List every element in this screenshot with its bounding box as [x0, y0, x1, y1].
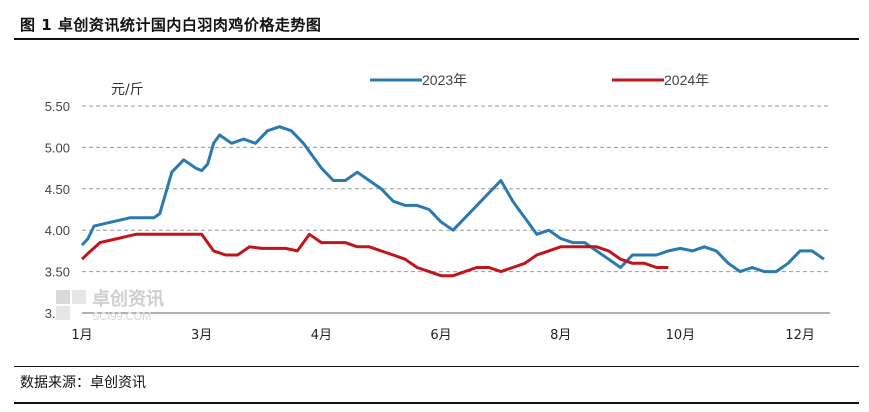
- series-line-1: [80, 125, 825, 274]
- x-tick-label: 8月: [550, 328, 571, 343]
- y-tick-label: 4.00: [45, 223, 70, 238]
- y-tick-label: 5.50: [45, 99, 70, 114]
- chart-header: 图 1 卓创资讯统计国内白羽肉鸡价格走势图: [14, 6, 859, 38]
- top-rule: [14, 38, 859, 40]
- x-tick-label: 10月: [666, 328, 696, 343]
- y-tick-label: 4.50: [45, 182, 70, 197]
- watermark-logo-icon: [56, 290, 70, 304]
- watermark-name: 卓创资讯: [92, 288, 164, 310]
- bottom-rule: [14, 366, 859, 367]
- x-tick-label: 4月: [311, 328, 332, 343]
- x-tick-label: 1月: [71, 328, 92, 343]
- x-tick-label: 12月: [785, 328, 815, 343]
- x-axis: 1月 3月 4月 6月 8月 10月 12月: [71, 312, 830, 343]
- watermark-logo-icon-3: [56, 306, 70, 320]
- series-lines: [80, 125, 825, 278]
- watermark: 卓创资讯 SCI99.COM: [56, 288, 164, 323]
- foot-rule: [14, 402, 859, 404]
- x-tick-label: 6月: [430, 328, 451, 343]
- grid-lines: [82, 105, 830, 273]
- y-axis-ticks: 5.505.004.504.003.503.00: [45, 99, 70, 321]
- watermark-domain: SCI99.COM: [92, 311, 151, 323]
- data-source: 数据来源：卓创资讯: [20, 375, 146, 391]
- y-tick-label: 5.00: [45, 140, 70, 155]
- figure-title: 图 1 卓创资讯统计国内白羽肉鸡价格走势图: [20, 16, 322, 34]
- legend-label-1: 2023年: [422, 72, 467, 88]
- x-tick-label: 3月: [191, 328, 212, 343]
- series-line-2: [80, 232, 669, 278]
- y-tick-label: 3.50: [45, 265, 70, 280]
- legend-label-2: 2024年: [664, 72, 709, 88]
- legend: 2023年 2024年: [370, 72, 709, 88]
- watermark-logo-icon-2: [72, 290, 86, 304]
- y-axis-unit: 元/斤: [111, 82, 144, 98]
